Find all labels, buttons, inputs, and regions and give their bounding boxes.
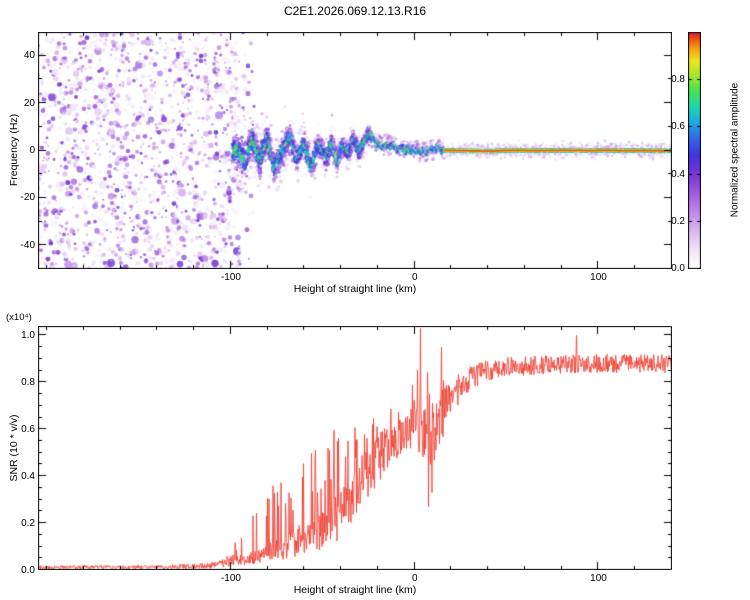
snr-scale-annotation: (x10⁴)	[6, 312, 32, 323]
snr-x-tick-label: -100	[220, 573, 241, 584]
snr-y-tick-label: 0.0	[21, 564, 35, 576]
snr-y-tick-label: 0.8	[21, 376, 35, 388]
spectrogram-y-tick-label: -20	[20, 192, 35, 204]
spectrogram-x-axis-label: Height of straight line (km)	[293, 283, 417, 295]
snr-y-tick-label: 0.2	[21, 517, 35, 529]
colorbar-tick-label: 0.0	[671, 263, 685, 274]
spectrogram-plot	[38, 32, 672, 269]
spectrogram-x-tick-label: 0	[411, 272, 418, 283]
colorbar	[688, 32, 701, 269]
snr-x-axis-label: Height of straight line (km)	[293, 584, 417, 596]
spectrogram-y-tick-label: -40	[20, 239, 35, 251]
spectrogram-x-tick-label: 100	[590, 272, 607, 283]
snr-plot	[38, 326, 672, 570]
colorbar-tick-label: 0.2	[671, 215, 685, 227]
snr-y-tick-label: 0.6	[21, 423, 35, 435]
colorbar-tick-label: 0.4	[671, 168, 685, 180]
snr-y-tick-label: 1.0	[21, 329, 35, 341]
snr-x-tick-label: 100	[590, 573, 607, 584]
spectrogram-y-tick-label: 0	[29, 145, 35, 156]
colorbar-tick-label: 0.8	[671, 74, 685, 86]
colorbar-tick-label: 0.6	[671, 121, 685, 133]
colorbar-label: Normalized spectral amplitude	[729, 82, 741, 218]
spectrogram-y-tick-label: 20	[23, 97, 35, 109]
figure-title: C2E1.2026.069.12.13.R16	[283, 4, 427, 18]
spectrogram-x-tick-label: -100	[220, 272, 241, 283]
snr-x-tick-label: 0	[411, 573, 418, 584]
spectrogram-y-tick-label: 40	[23, 50, 35, 62]
snr-y-tick-label: 0.4	[21, 470, 35, 482]
